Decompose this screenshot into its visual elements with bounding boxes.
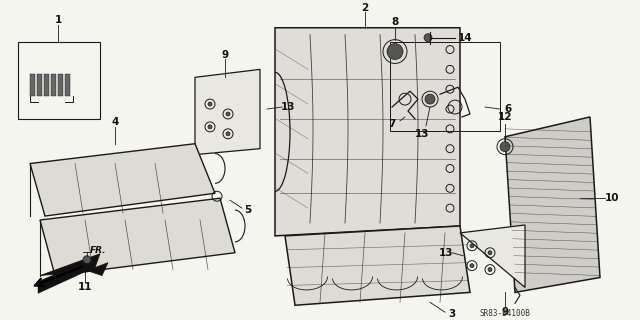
Text: 9: 9 [221, 50, 228, 60]
Text: 11: 11 [77, 283, 92, 292]
Circle shape [488, 268, 492, 272]
Polygon shape [505, 117, 600, 292]
Text: 7: 7 [388, 119, 396, 129]
Text: 10: 10 [605, 193, 620, 203]
Text: 12: 12 [498, 112, 512, 122]
Bar [51, 74, 56, 96]
Text: 2: 2 [362, 3, 369, 13]
Text: 4: 4 [111, 117, 118, 127]
Polygon shape [285, 226, 470, 305]
Circle shape [425, 94, 435, 104]
Bar [58, 74, 63, 96]
Bar [18, 42, 100, 119]
Text: 6: 6 [504, 104, 511, 114]
Text: 14: 14 [458, 33, 472, 43]
Text: 3: 3 [449, 309, 456, 319]
Circle shape [226, 112, 230, 116]
Circle shape [470, 244, 474, 248]
Circle shape [208, 125, 212, 129]
Circle shape [83, 256, 91, 264]
Circle shape [387, 44, 403, 60]
Bar [44, 74, 49, 96]
Text: 8: 8 [392, 17, 399, 27]
Text: SR83-B4100B: SR83-B4100B [480, 309, 531, 318]
Circle shape [470, 264, 474, 268]
Bar [65, 74, 70, 96]
Text: 1: 1 [54, 15, 61, 25]
Circle shape [500, 142, 510, 152]
Polygon shape [30, 144, 215, 216]
Polygon shape [195, 69, 260, 155]
Text: 13: 13 [281, 102, 295, 112]
Circle shape [226, 132, 230, 136]
Text: 9: 9 [501, 307, 509, 317]
Text: 5: 5 [244, 205, 252, 215]
Circle shape [208, 102, 212, 106]
Circle shape [488, 251, 492, 255]
Polygon shape [38, 258, 95, 293]
Bar [37, 74, 42, 96]
Polygon shape [275, 28, 460, 236]
Polygon shape [40, 198, 235, 276]
Polygon shape [40, 254, 108, 276]
Text: 13: 13 [439, 248, 453, 258]
Text: FR.: FR. [90, 246, 106, 255]
Polygon shape [460, 225, 525, 287]
Bar [30, 74, 35, 96]
Text: 13: 13 [415, 129, 429, 139]
Circle shape [424, 34, 432, 42]
